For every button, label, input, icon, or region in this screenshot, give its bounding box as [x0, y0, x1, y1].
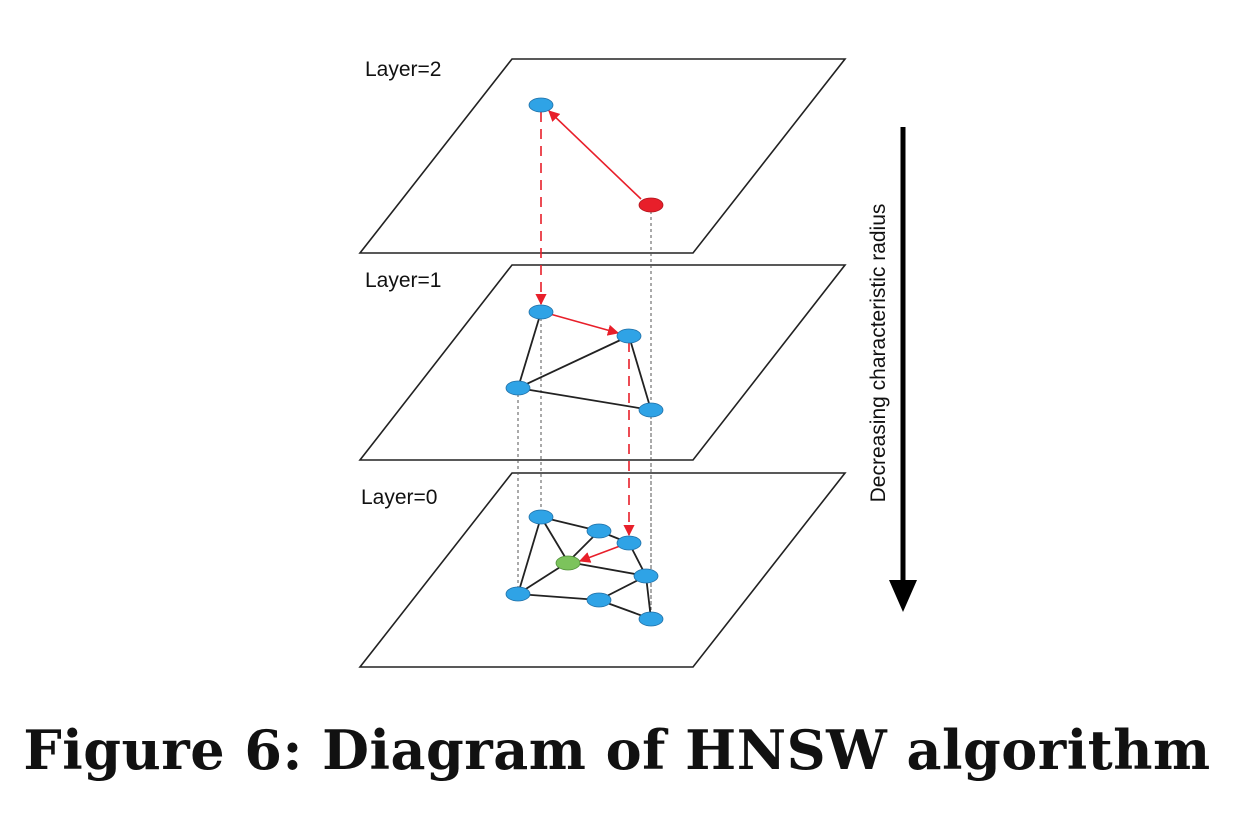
layer-0: Layer=0 — [358, 472, 847, 668]
layer-2: Layer=2 — [358, 58, 847, 254]
figure-caption: Figure 6: Diagram of HNSW algorithm — [23, 718, 1211, 782]
radius-arrowhead-icon — [889, 580, 917, 612]
graph-node — [638, 402, 664, 418]
graph-node — [528, 97, 554, 113]
layer-2-plane — [358, 58, 847, 254]
graph-node — [528, 509, 554, 525]
layer-2-nodes — [528, 97, 664, 213]
graph-edge — [628, 335, 652, 411]
graph-edge — [517, 516, 542, 595]
search-step-arrow — [548, 110, 642, 200]
graph-node — [616, 328, 642, 344]
graph-edge — [567, 561, 647, 577]
graph-edge — [517, 593, 600, 601]
layer-1-label: Layer=1 — [365, 269, 441, 292]
graph-node — [586, 592, 612, 608]
graph-node — [528, 304, 554, 320]
layer-2-label: Layer=2 — [365, 58, 441, 81]
radius-axis-label: Decreasing characteristic radius — [867, 204, 890, 503]
search-path — [535, 110, 642, 563]
radius-arrow: Decreasing characteristic radius — [867, 127, 917, 612]
graph-node — [616, 535, 642, 551]
layer-0-label: Layer=0 — [361, 486, 437, 509]
layer-1-nodes — [505, 304, 664, 418]
graph-edge — [540, 516, 569, 563]
search-step-arrow — [549, 313, 620, 336]
layer-1: Layer=1 — [358, 264, 847, 461]
graph-edge — [517, 335, 630, 389]
graph-node — [586, 523, 612, 539]
layer-1-edges — [517, 311, 652, 411]
graph-node — [633, 568, 659, 584]
layer-1-plane — [358, 264, 847, 461]
entry-point-node — [638, 197, 664, 213]
graph-edge — [517, 311, 542, 389]
graph-node — [505, 586, 531, 602]
target-node — [555, 555, 581, 571]
layer-0-nodes — [505, 509, 664, 627]
search-step-arrow — [578, 545, 621, 563]
graph-edge — [517, 387, 652, 411]
graph-node — [505, 380, 531, 396]
graph-node — [638, 611, 664, 627]
projection-guides — [517, 205, 652, 612]
layer-0-plane — [358, 472, 847, 668]
